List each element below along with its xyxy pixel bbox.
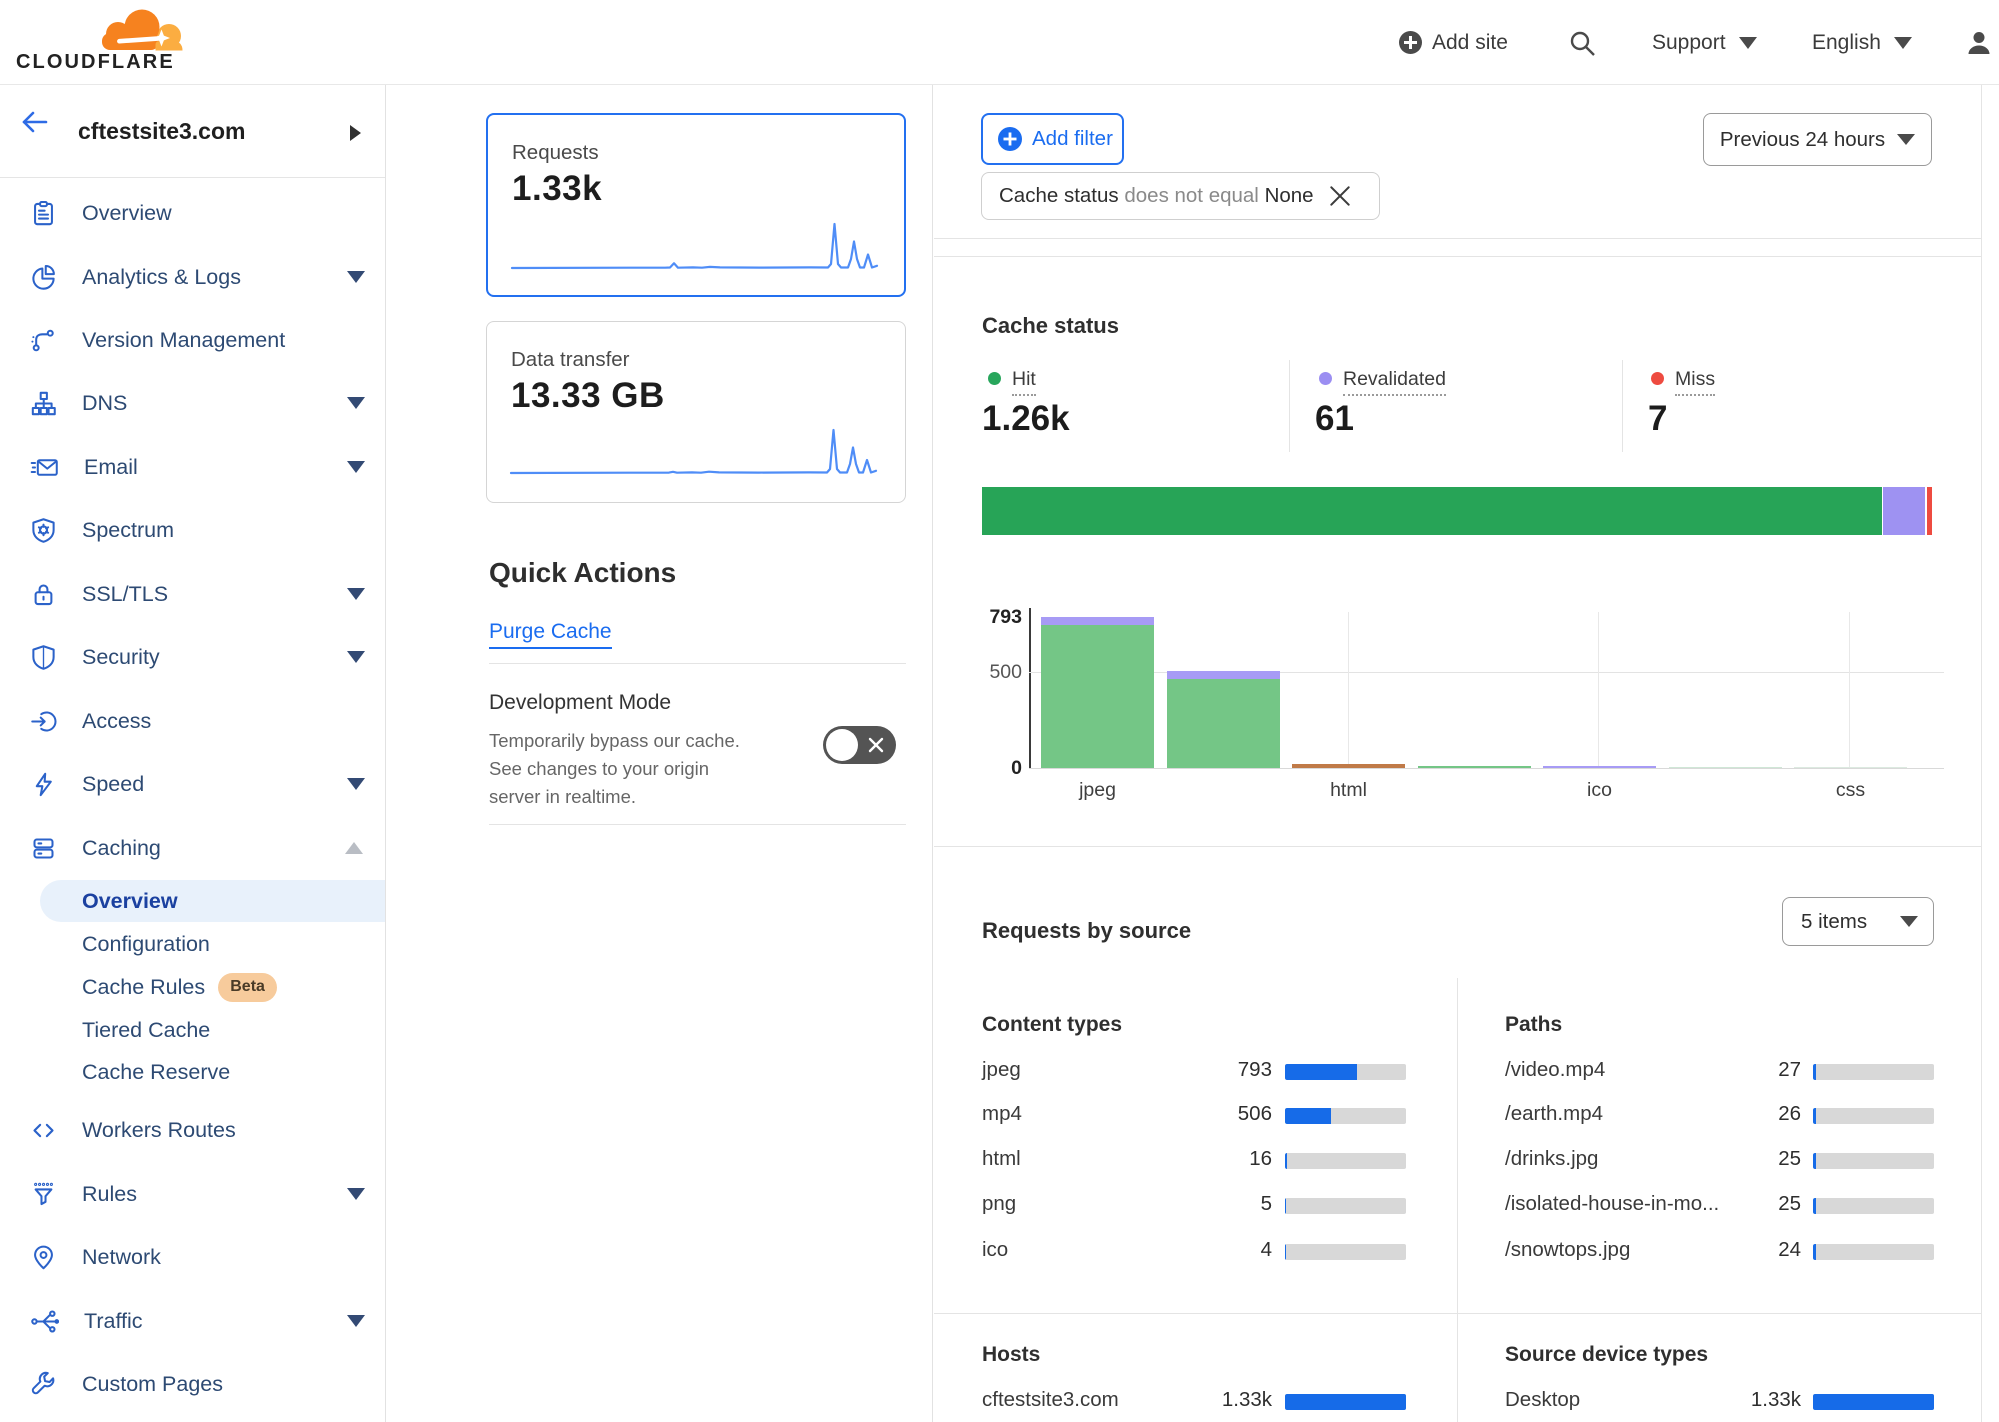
svg-text:CLOUDFLARE: CLOUDFLARE <box>16 51 175 71</box>
